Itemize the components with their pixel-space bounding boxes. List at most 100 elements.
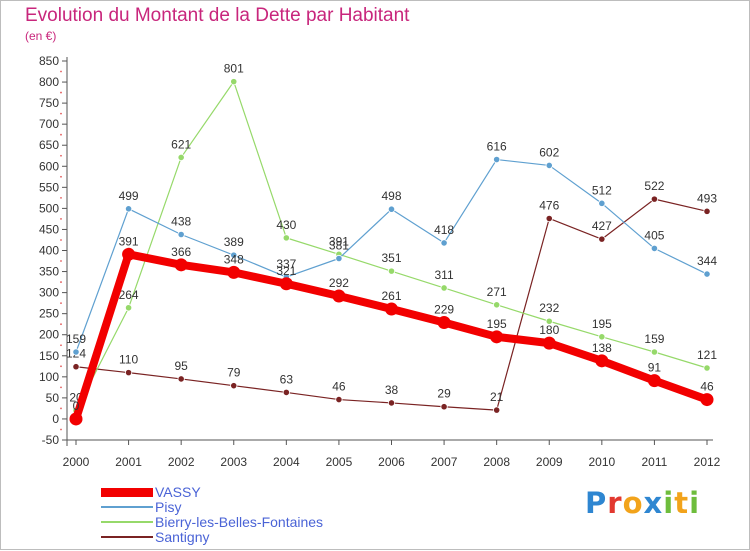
- x-tick-label: 2003: [220, 455, 247, 469]
- data-label: 271: [487, 285, 507, 299]
- x-tick-label: 2011: [642, 455, 668, 469]
- data-label: 264: [119, 288, 139, 302]
- data-point: [598, 235, 606, 243]
- y-tick-label: 500: [39, 201, 59, 215]
- data-point: [595, 354, 609, 368]
- data-point: [647, 374, 661, 388]
- data-point: [490, 330, 504, 344]
- x-tick-label: 2010: [588, 455, 615, 469]
- logo-letter: r: [607, 486, 623, 520]
- data-point: [598, 199, 606, 207]
- y-minor-dot: [60, 196, 62, 199]
- data-point: [335, 395, 343, 404]
- logo-letter: t: [674, 486, 690, 520]
- logo-letter: i: [663, 486, 675, 520]
- data-label: 121: [697, 348, 717, 362]
- data-point: [279, 277, 293, 291]
- data-label: 389: [224, 235, 244, 249]
- data-label: 261: [381, 289, 401, 303]
- y-tick-label: 400: [39, 244, 59, 258]
- y-tick-label: 650: [39, 138, 59, 152]
- y-minor-dot: [60, 70, 62, 73]
- legend-label: Pisy: [155, 499, 182, 515]
- data-point: [124, 304, 133, 312]
- y-minor-dot: [60, 175, 62, 178]
- legend-swatch: [101, 488, 153, 497]
- chart-unit: (en €): [25, 29, 57, 43]
- data-label: 311: [435, 268, 454, 282]
- data-point: [387, 399, 396, 407]
- data-point: [122, 247, 136, 261]
- data-label: 391: [119, 234, 139, 248]
- data-label: 180: [539, 323, 559, 337]
- y-minor-dot: [60, 302, 62, 305]
- data-label: 344: [697, 254, 717, 268]
- data-label: 391: [329, 234, 349, 248]
- y-tick-label: 450: [39, 222, 59, 236]
- data-label: 232: [539, 301, 559, 315]
- data-label: 351: [381, 251, 401, 265]
- data-label: 616: [487, 140, 507, 154]
- y-minor-dot: [60, 239, 62, 241]
- data-point: [700, 393, 714, 407]
- data-point: [385, 302, 398, 316]
- data-point: [387, 267, 396, 275]
- logo-letter: x: [643, 486, 664, 520]
- data-label: 476: [539, 198, 559, 212]
- y-tick-label: 850: [39, 54, 59, 68]
- data-point: [230, 251, 238, 259]
- x-tick-label: 2012: [694, 455, 721, 469]
- data-point: [332, 289, 346, 303]
- data-point: [227, 265, 241, 279]
- data-label: 38: [385, 383, 399, 397]
- data-point: [703, 207, 711, 215]
- data-label: 427: [592, 219, 612, 233]
- data-label: 621: [171, 137, 191, 151]
- data-label: 321: [276, 264, 296, 278]
- y-minor-dot: [60, 428, 62, 431]
- data-label: 418: [434, 223, 454, 237]
- data-point: [598, 333, 606, 341]
- data-point: [493, 406, 501, 414]
- x-tick-label: 2000: [63, 455, 90, 469]
- data-point: [69, 412, 83, 426]
- y-tick-label: 350: [39, 265, 59, 279]
- data-point: [493, 301, 501, 309]
- data-label: 95: [174, 359, 188, 373]
- data-label: 405: [644, 228, 664, 242]
- data-label: 366: [171, 245, 191, 259]
- y-tick-label: 750: [39, 96, 59, 110]
- legend-swatch: [101, 521, 153, 523]
- data-point: [124, 369, 133, 377]
- data-label: 46: [332, 380, 346, 394]
- data-label: 91: [648, 361, 662, 375]
- data-label: 512: [592, 183, 612, 197]
- logo-letter: P: [585, 486, 608, 520]
- x-tick-label: 2004: [273, 455, 300, 469]
- data-label: 438: [171, 214, 191, 228]
- y-tick-label: 100: [39, 370, 59, 384]
- data-label: 522: [644, 179, 664, 193]
- data-label: 348: [224, 252, 244, 266]
- x-tick-label: 2008: [483, 455, 510, 469]
- data-label: 79: [227, 366, 241, 380]
- x-tick-label: 2001: [115, 455, 142, 469]
- series-layer: 1241109579634638292147642752249320264621…: [66, 62, 717, 426]
- data-label: 493: [697, 191, 717, 205]
- data-point: [177, 153, 185, 162]
- data-label: 29: [437, 387, 451, 401]
- y-minor-dot: [60, 365, 62, 368]
- y-minor-dot: [60, 281, 62, 283]
- data-label: 138: [592, 341, 612, 355]
- data-point: [72, 363, 80, 371]
- data-point: [440, 403, 448, 411]
- x-tick-label: 2002: [168, 455, 195, 469]
- data-label: 46: [700, 380, 714, 394]
- data-label: 337: [276, 257, 296, 271]
- series-santigny: 12411095796346382921476427522493: [66, 179, 717, 414]
- legend-label: Santigny: [155, 529, 210, 545]
- x-tick-label: 2009: [536, 455, 563, 469]
- data-label: 602: [539, 145, 559, 159]
- data-label: 21: [490, 390, 504, 404]
